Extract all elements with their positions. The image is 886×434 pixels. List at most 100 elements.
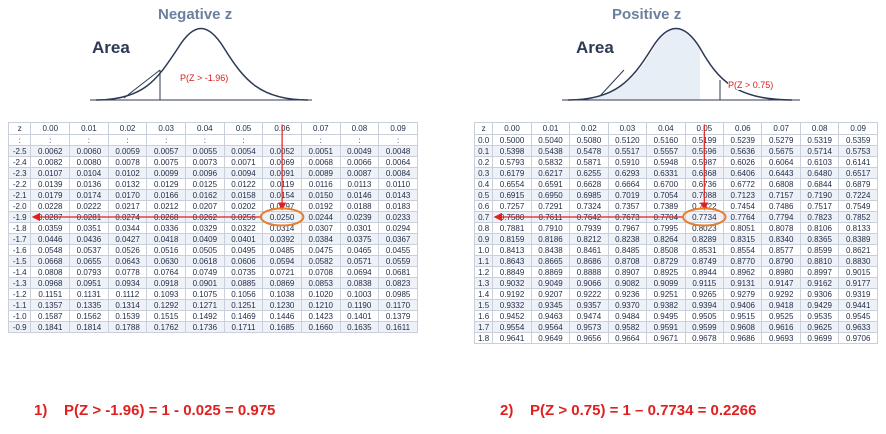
probability-cell: 0.5517 <box>607 145 648 157</box>
probability-cell: 0.7580 <box>492 211 532 223</box>
probability-cell: 0.8980 <box>761 266 801 278</box>
probability-cell: 0.6772 <box>723 178 763 190</box>
probability-cell: 0.8531 <box>684 244 725 256</box>
probability-cell: 0.7257 <box>492 200 532 212</box>
probability-cell: 0.8485 <box>607 244 648 256</box>
z-decimal-header: 0.00 <box>492 122 532 135</box>
table-row: -1.7 0.0446 0.0436 0.0427 0.0418 0.0409 0.0401… <box>7 233 418 245</box>
probability-cell: 0.8790 <box>761 255 801 267</box>
probability-cell: 0.8665 <box>530 255 571 267</box>
probability-cell: 0.9495 <box>646 310 686 322</box>
probability-cell: 0.8708 <box>607 255 648 267</box>
probability-cell: 0.8599 <box>799 244 840 256</box>
probability-cell: 0.7967 <box>607 222 648 234</box>
probability-cell: 0.9633 <box>838 321 878 333</box>
probability-cell: 0.6064 <box>761 156 801 168</box>
table-row: 0.8 0.7881 0.7910 0.7939 0.7967 0.7995 0.8023 0… <box>473 222 878 234</box>
probability-cell: 0.9535 <box>799 310 840 322</box>
probability-cell: 0.6915 <box>492 189 532 201</box>
probability-cell: 0.7019 <box>607 189 648 201</box>
probability-cell: 0.6443 <box>761 167 801 179</box>
probability-cell: 0.1841 <box>30 321 71 333</box>
probability-cell: 0.8438 <box>530 244 571 256</box>
table-row: -1.6 0.0548 0.0537 0.0526 0.0516 0.0505 0.0495… <box>7 244 418 256</box>
table-row: -2.3 0.0107 0.0104 0.0102 0.0099 0.0096 0.0094… <box>7 167 418 179</box>
z-value-cell: 1.3 <box>473 277 494 289</box>
probability-cell: 0.9515 <box>723 310 763 322</box>
z-value-cell: 0.5 <box>473 189 494 201</box>
probability-cell: 0.5714 <box>799 145 840 157</box>
table-row: 1.0 0.8413 0.8438 0.8461 0.8485 0.8508 0.8531 0… <box>473 244 878 256</box>
table-row: -1.3 0.0968 0.0951 0.0934 0.0918 0.0901 0.0885… <box>7 277 418 289</box>
probability-cell: 0.9554 <box>492 321 532 333</box>
table-row: 0.5 0.6915 0.6950 0.6985 0.7019 0.7054 0.7088 0… <box>473 189 878 201</box>
table-row: 1.2 0.8849 0.8869 0.8888 0.8907 0.8925 0.8944 0… <box>473 266 878 278</box>
probability-cell: 0.0643 <box>107 255 148 267</box>
probability-cell: 0.9049 <box>530 277 571 289</box>
probability-cell: 0.5987 <box>684 156 725 168</box>
probability-cell: 0.7422 <box>684 200 725 212</box>
probability-cell: 0.7549 <box>838 200 878 212</box>
probability-cell: 0.7794 <box>761 211 801 223</box>
z-decimal-header: 0.04 <box>646 122 686 135</box>
probability-cell: 0.9345 <box>530 299 571 311</box>
probability-cell: 0.8830 <box>838 255 878 267</box>
probability-cell: 0.9099 <box>646 277 686 289</box>
table-row: 0.4 0.6554 0.6591 0.6628 0.6664 0.6700 0.6736 0… <box>473 178 878 190</box>
probability-cell: 0.8729 <box>646 255 686 267</box>
table-row: -2.1 0.0179 0.0174 0.0170 0.0166 0.0162 0.0158… <box>7 189 418 201</box>
probability-cell: 0.7939 <box>569 222 609 234</box>
probability-cell: 0.6179 <box>492 167 532 179</box>
probability-cell: 0.8508 <box>646 244 686 256</box>
probability-cell: 0.5160 <box>646 134 686 146</box>
probability-cell: 0.9693 <box>761 332 801 344</box>
probability-cell: 0.8869 <box>530 266 571 278</box>
probability-cell: 0.9641 <box>492 332 532 344</box>
probability-cell: 0.7611 <box>530 211 571 223</box>
probability-cell: 0.7157 <box>761 189 801 201</box>
probability-cell: 0.8340 <box>761 233 801 245</box>
table-row: -2.2 0.0139 0.0136 0.0132 0.0129 0.0125 0.0122… <box>7 178 418 190</box>
probability-cell: 0.5398 <box>492 145 532 157</box>
probability-cell: 0.6026 <box>723 156 763 168</box>
probability-cell: 0.6844 <box>799 178 840 190</box>
z-value-cell: -0.9 <box>7 321 32 333</box>
table-row: -1.1 0.1357 0.1335 0.1314 0.1292 0.1271 0.1251… <box>7 299 418 311</box>
z-decimal-header: 0.09 <box>838 122 878 135</box>
probability-cell: 0.6700 <box>646 178 686 190</box>
probability-cell: 0.0951 <box>69 277 109 289</box>
probability-cell: 0.9616 <box>761 321 801 333</box>
probability-cell: 0.6480 <box>799 167 840 179</box>
table-row: 0.0 0.5000 0.5040 0.5080 0.5120 0.5160 0.5199 0… <box>473 134 878 146</box>
probability-cell: 0.5359 <box>838 134 878 146</box>
probability-cell: 0.7291 <box>530 200 571 212</box>
z-value-cell: 1.6 <box>473 310 494 322</box>
probability-cell: : <box>69 134 109 146</box>
probability-cell: 0.9525 <box>761 310 801 322</box>
table-row: 0.1 0.5398 0.5438 0.5478 0.5517 0.5557 0.5596 0… <box>473 145 878 157</box>
probability-cell: 0.8389 <box>838 233 878 245</box>
probability-cell: 0.8365 <box>799 233 840 245</box>
z-decimal-header: 0.01 <box>69 122 109 135</box>
table-row: 0.7 0.7580 0.7611 0.7642 0.7673 0.7704 0.7734 0… <box>473 211 878 223</box>
probability-cell: 0.7123 <box>723 189 763 201</box>
probability-cell: 0.7357 <box>607 200 648 212</box>
probability-cell: 0.9207 <box>530 288 571 300</box>
probability-cell: 0.9545 <box>838 310 878 322</box>
z-value-cell: 1.1 <box>473 255 494 267</box>
probability-cell: 0.8133 <box>838 222 878 234</box>
probability-cell: 0.9115 <box>684 277 725 289</box>
probability-cell: 0.6808 <box>761 178 801 190</box>
table-row: 1.1 0.8643 0.8665 0.8686 0.8708 0.8729 0.8749 0… <box>473 255 878 267</box>
right-callout: P(Z > 0.75) <box>728 80 774 90</box>
probability-cell: 0.8686 <box>569 255 609 267</box>
probability-cell: 0.6368 <box>684 167 725 179</box>
probability-cell: 0.0606 <box>223 255 264 267</box>
probability-cell: 0.6406 <box>723 167 763 179</box>
z-value-cell: 0.7 <box>473 211 494 223</box>
probability-cell: 0.8997 <box>799 266 840 278</box>
probability-cell: 0.9279 <box>723 288 763 300</box>
probability-cell: 0.8849 <box>492 266 532 278</box>
probability-cell: 0.0107 <box>30 167 71 179</box>
